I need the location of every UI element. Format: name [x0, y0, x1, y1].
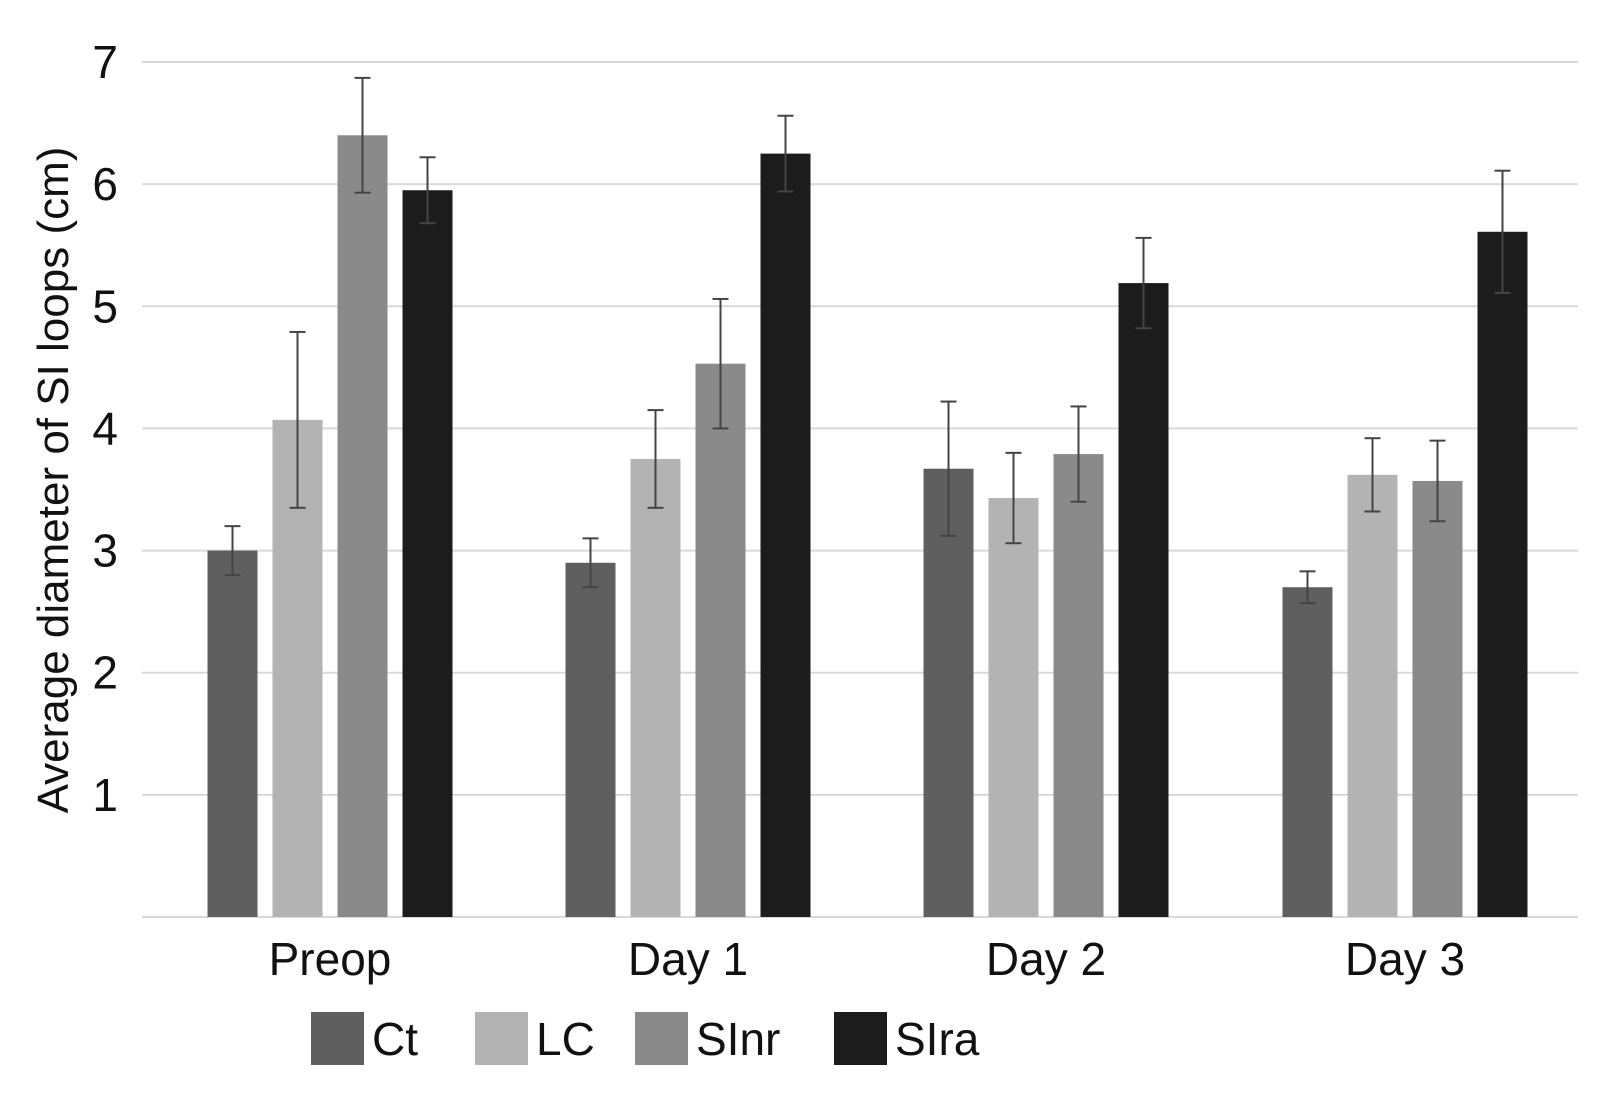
error-bar	[224, 525, 241, 576]
x-tick-label: Preop	[269, 933, 392, 985]
bar-sira-day-1	[760, 153, 811, 917]
bar-lc-day-2	[988, 498, 1039, 917]
error-bar	[712, 297, 729, 430]
legend-item-sinr: SInr	[635, 1012, 780, 1065]
legend-swatch	[475, 1012, 528, 1065]
bar-lc-day-1	[630, 458, 681, 917]
legend-label: Ct	[372, 1013, 418, 1065]
y-tick-label: 1	[92, 769, 118, 821]
legend-swatch	[311, 1012, 364, 1065]
x-tick-label: Day 2	[986, 933, 1106, 985]
y-tick-label: 5	[92, 280, 118, 332]
bar-ct-day-1	[565, 562, 616, 917]
y-tick-label: 2	[92, 647, 118, 699]
error-bar	[582, 537, 599, 589]
bar-ct-day-3	[1282, 587, 1333, 917]
bar-lc-day-3	[1347, 474, 1398, 917]
error-bar	[419, 156, 436, 225]
y-axis-ticks: 1 2 3 4 5 6 7	[92, 36, 118, 821]
legend-swatch	[834, 1012, 887, 1065]
bar-sinr-day-1	[695, 363, 746, 917]
error-bar	[354, 76, 371, 194]
error-bar	[940, 400, 957, 537]
legend-item-sira: SIra	[834, 1012, 980, 1065]
bar-sinr-day-2	[1053, 454, 1104, 917]
error-bar	[1005, 451, 1022, 545]
y-tick-label: 3	[92, 525, 118, 577]
error-bar	[1299, 570, 1316, 605]
bar-sira-preop	[402, 190, 453, 917]
bar-sira-day-3	[1477, 231, 1528, 917]
x-tick-label: Day 3	[1345, 933, 1465, 985]
bar-sinr-preop	[337, 135, 388, 918]
bar-ct-day-2	[923, 468, 974, 917]
y-tick-label: 7	[92, 36, 118, 88]
error-bars	[224, 76, 1511, 605]
error-bar	[1364, 437, 1381, 513]
error-bar	[1135, 236, 1152, 330]
error-bar	[289, 330, 306, 509]
legend-item-ct: Ct	[311, 1012, 418, 1065]
legend: Ct LC SInr SIra	[311, 1012, 980, 1065]
error-bar	[647, 409, 664, 509]
x-axis-categories: Preop Day 1 Day 2 Day 3	[269, 933, 1465, 985]
x-tick-label: Day 1	[628, 933, 748, 985]
bars	[207, 135, 1528, 918]
error-bar	[1429, 439, 1446, 523]
error-bar	[1070, 405, 1087, 503]
y-tick-label: 6	[92, 158, 118, 210]
bar-sinr-day-3	[1412, 480, 1463, 917]
legend-label: SInr	[696, 1013, 780, 1065]
bar-sira-day-2	[1118, 283, 1169, 917]
y-tick-label: 4	[92, 402, 118, 454]
bar-ct-preop	[207, 550, 258, 917]
error-bar	[777, 114, 794, 193]
legend-label: LC	[536, 1013, 595, 1065]
error-bar	[1494, 169, 1511, 294]
y-axis-label: Average diameter of SI loops (cm)	[29, 147, 78, 814]
legend-swatch	[635, 1012, 688, 1065]
legend-label: SIra	[895, 1013, 980, 1065]
legend-item-lc: LC	[475, 1012, 595, 1065]
